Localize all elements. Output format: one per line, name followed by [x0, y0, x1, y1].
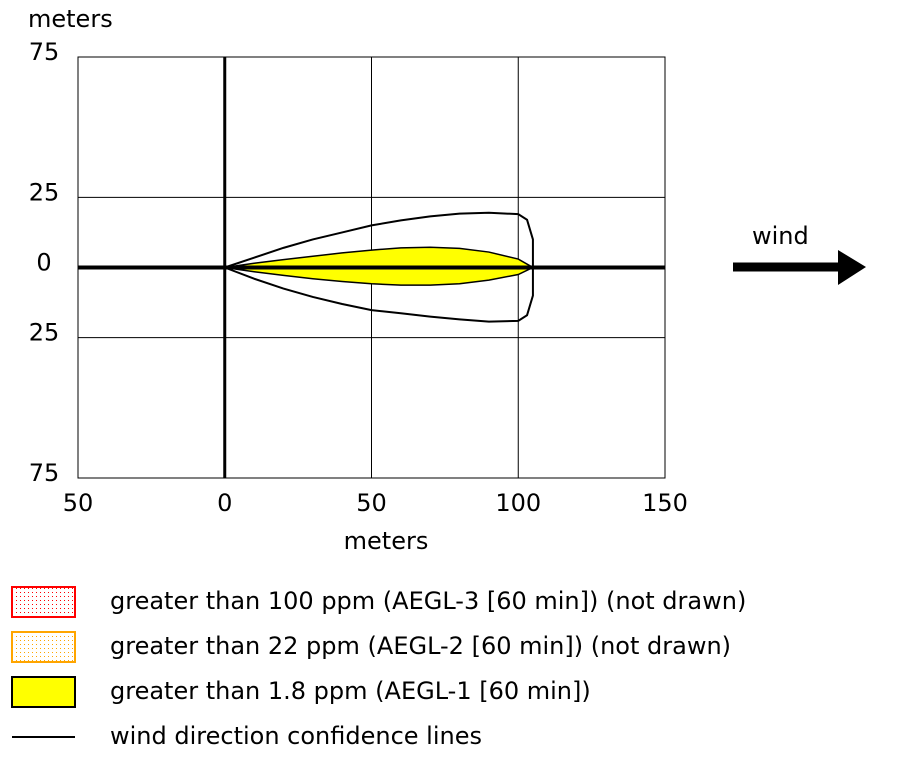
legend-label: greater than 22 ppm (AEGL-2 [60 min]) (n…: [110, 632, 731, 660]
wind-label: wind: [752, 222, 809, 250]
x-axis-label: meters: [344, 527, 429, 555]
x-tick-label: 50: [356, 489, 387, 517]
y-axis-label: meters: [28, 5, 113, 33]
y-tick-label: 75: [29, 38, 60, 66]
x-tick-label: 100: [495, 489, 541, 517]
y-tick-label: 25: [29, 178, 60, 206]
y-tick-label: 0: [36, 249, 51, 277]
x-tick-label: 0: [217, 489, 232, 517]
legend-label: greater than 1.8 ppm (AEGL-1 [60 min]): [110, 677, 591, 705]
legend-swatch: [11, 586, 76, 618]
legend-label: greater than 100 ppm (AEGL-3 [60 min]) (…: [110, 587, 746, 615]
x-tick-label: 50: [63, 489, 94, 517]
x-tick-label: 150: [642, 489, 688, 517]
legend-label: wind direction confidence lines: [110, 722, 482, 750]
legend-swatch: [11, 676, 76, 708]
y-tick-label: 75: [29, 459, 60, 487]
legend-swatch: [11, 631, 76, 663]
y-tick-label: 25: [29, 319, 60, 347]
wind-arrowhead: [838, 250, 866, 285]
